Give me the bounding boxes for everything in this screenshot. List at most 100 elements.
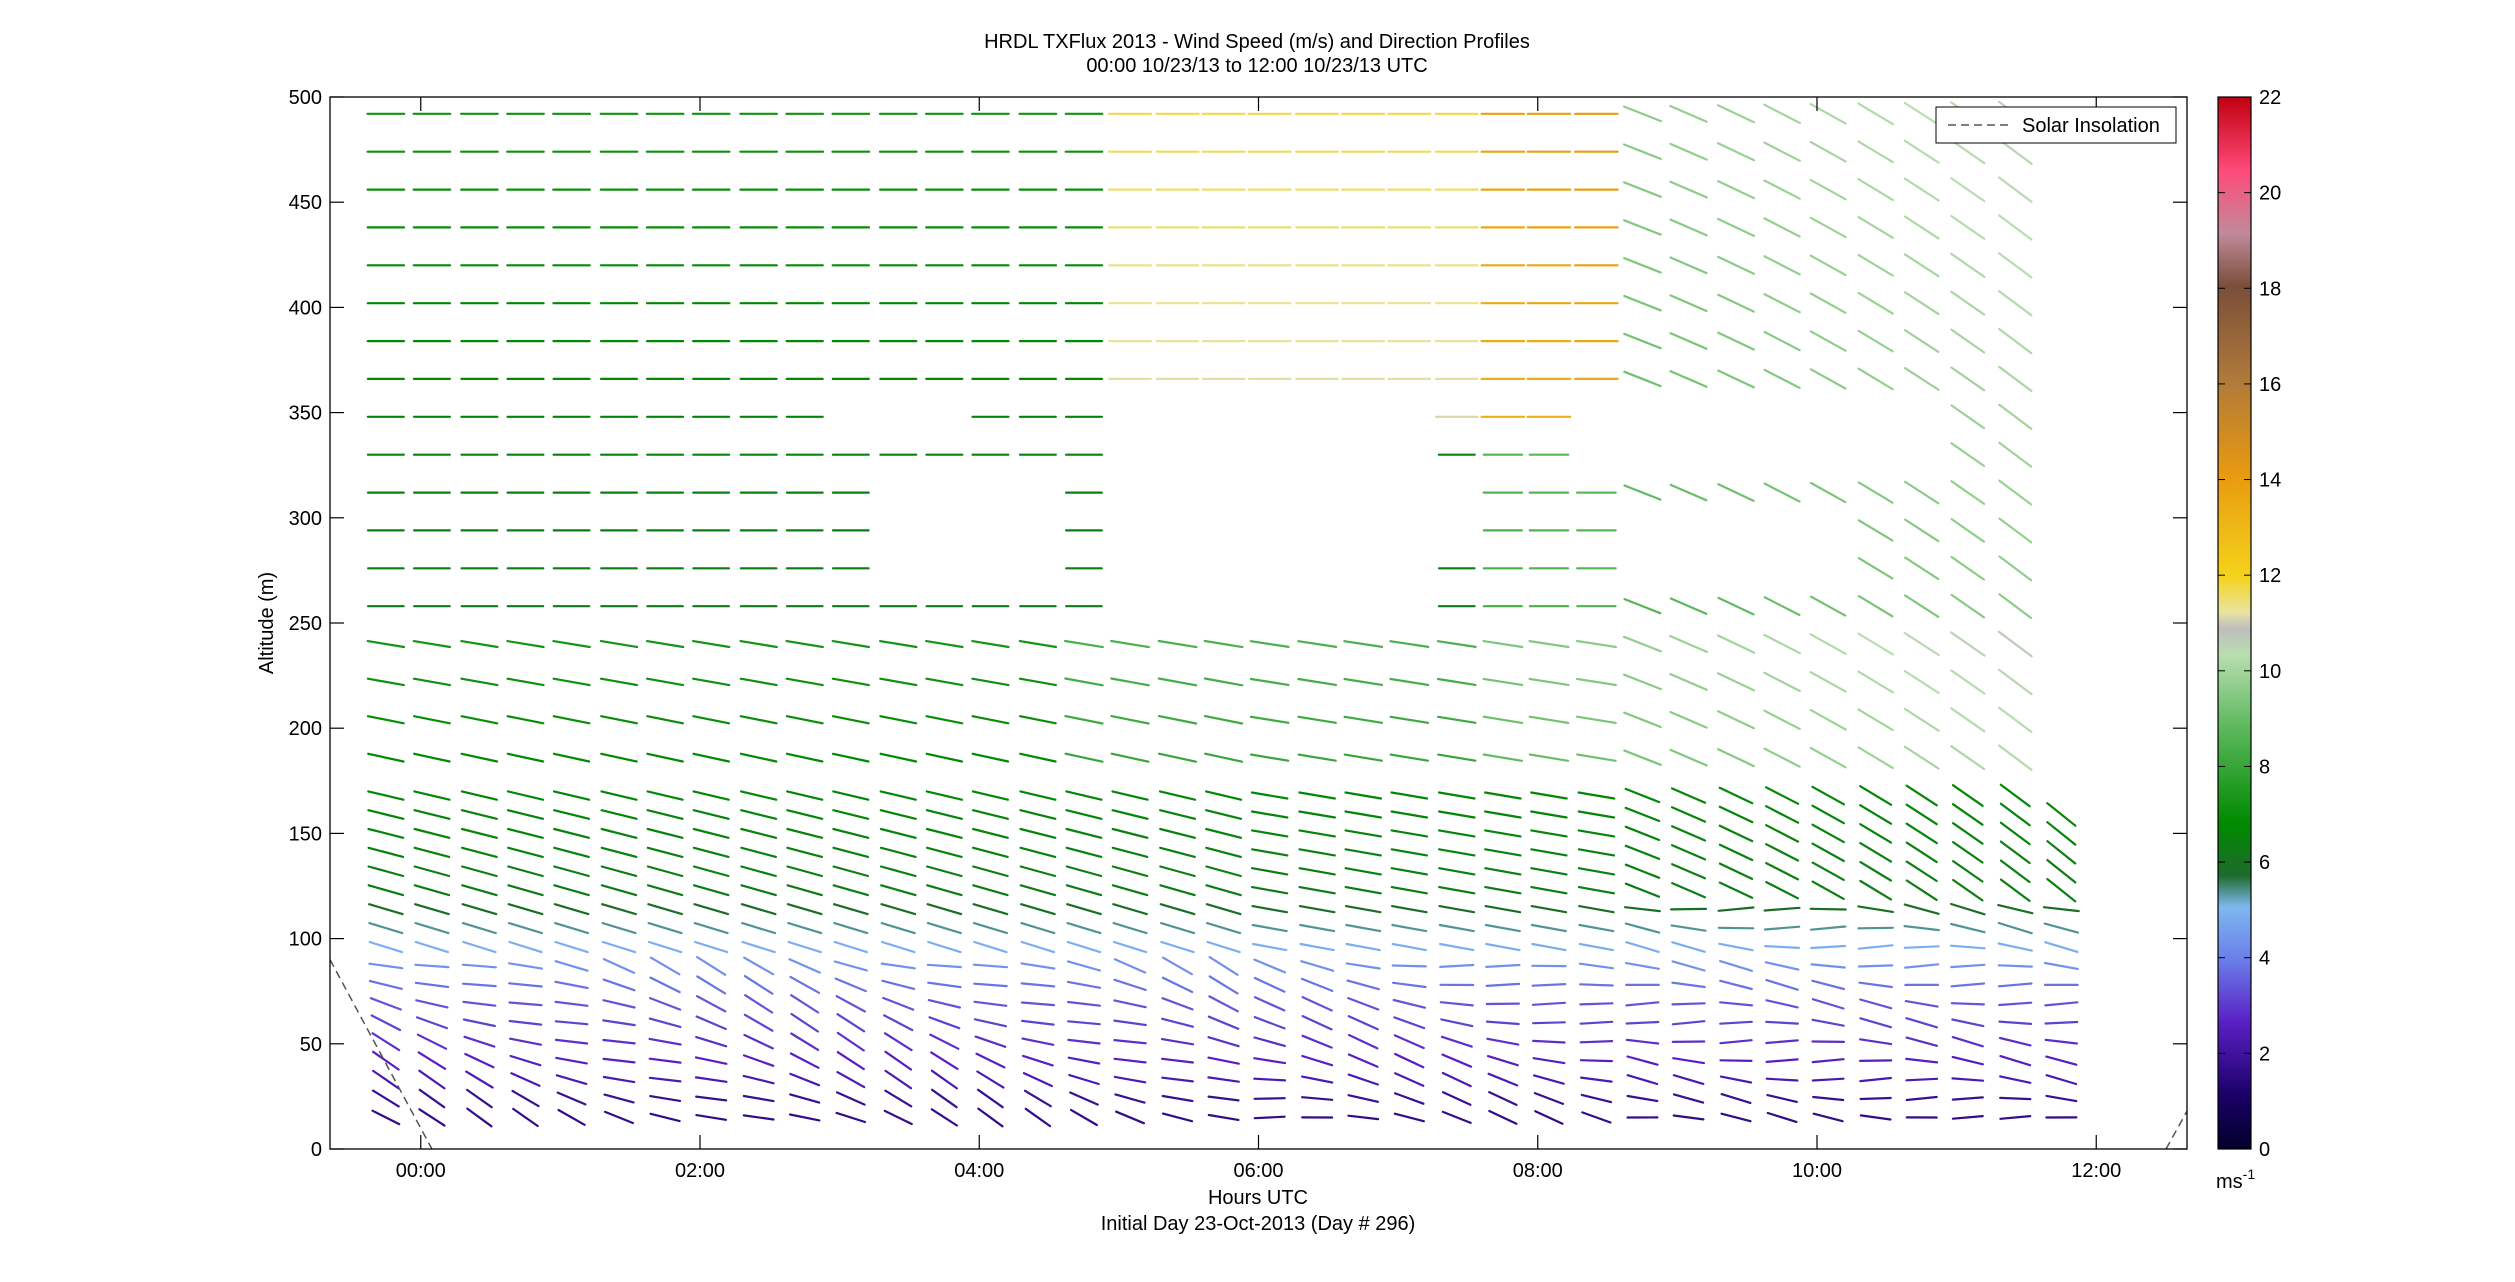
wind-barb — [1020, 940, 1056, 954]
wind-barb — [1905, 1095, 1938, 1102]
wind-barb — [1857, 557, 1894, 580]
wind-barb — [600, 865, 638, 878]
wind-barb — [1441, 1091, 1472, 1106]
wind-barb — [1530, 885, 1568, 895]
wind-barb — [1950, 707, 1986, 733]
wind-barb — [790, 1032, 820, 1052]
wind-barb — [1809, 254, 1847, 277]
x-tick-label: 04:00 — [954, 1160, 1004, 1182]
wind-barb — [1764, 944, 1801, 950]
wind-barb — [2044, 1020, 2079, 1025]
wind-barb — [1530, 829, 1568, 838]
wind-barb — [1903, 139, 1940, 164]
wind-barb — [1903, 903, 1940, 915]
wind-barb — [553, 884, 590, 897]
wind-barb — [971, 715, 1010, 725]
wind-barb — [553, 865, 590, 878]
wind-barbs — [366, 100, 2080, 1128]
wind-barb — [1857, 708, 1894, 732]
wind-barb — [645, 639, 685, 649]
wind-barb — [1669, 256, 1708, 275]
wind-barb — [368, 962, 404, 970]
wind-barb — [552, 639, 591, 649]
wind-barb — [369, 997, 402, 1011]
y-tick-label: 400 — [289, 297, 322, 319]
wind-barb — [1951, 1114, 1984, 1120]
wind-barb — [555, 1056, 588, 1065]
wind-barb — [553, 827, 591, 839]
x-tick-label: 08:00 — [1513, 1160, 1563, 1182]
wind-barb — [1487, 1072, 1519, 1087]
wind-barb — [460, 715, 499, 725]
wind-barb — [785, 752, 824, 763]
wind-barb — [1809, 292, 1847, 314]
wind-barb — [1857, 481, 1894, 504]
wind-barb — [786, 827, 824, 839]
wind-barb — [744, 994, 774, 1014]
wind-barb — [974, 1035, 1007, 1048]
wind-barb — [1390, 791, 1429, 800]
wind-barb — [1440, 1018, 1474, 1028]
wind-barb — [1111, 827, 1149, 839]
wind-barb — [1298, 791, 1337, 800]
wind-barb — [648, 996, 682, 1011]
x-tick-label: 02:00 — [675, 1160, 725, 1182]
wind-barb — [1811, 823, 1845, 844]
wind-barb — [2045, 1074, 2078, 1086]
wind-barb — [507, 921, 544, 935]
wind-barb — [600, 790, 638, 801]
wind-barb — [973, 982, 1008, 988]
wind-barb — [1530, 904, 1568, 914]
wind-barb — [1300, 960, 1335, 972]
solar-insolation-segment — [330, 959, 433, 1149]
wind-barb — [1298, 867, 1336, 876]
wind-barb — [1298, 885, 1336, 895]
wind-barb — [1532, 1057, 1566, 1065]
wind-barb — [509, 1054, 542, 1067]
wind-barb — [1343, 640, 1384, 649]
wind-barb — [1390, 885, 1428, 895]
x-tick-label: 12:00 — [2071, 1160, 2121, 1182]
wind-barb — [1763, 633, 1802, 655]
wind-barb — [553, 846, 590, 859]
wind-barb — [1205, 903, 1242, 916]
wind-barb — [602, 1038, 636, 1045]
wind-barb — [1251, 904, 1289, 914]
wind-barb — [1669, 142, 1708, 161]
wind-barb — [1857, 253, 1894, 277]
wind-barb — [1253, 1077, 1287, 1082]
wind-barb — [555, 1074, 588, 1086]
wind-barb — [1998, 327, 2033, 355]
wind-barb — [1534, 1110, 1564, 1125]
wind-barb — [1809, 671, 1847, 693]
wind-barb — [1394, 1052, 1425, 1069]
wind-barb — [1019, 865, 1057, 878]
wind-barb — [646, 715, 685, 725]
wind-barb — [1670, 924, 1707, 932]
wind-barb — [927, 998, 962, 1009]
wind-barb — [1110, 752, 1150, 763]
wind-barb — [1579, 1076, 1613, 1083]
wind-barb — [1250, 867, 1289, 876]
wind-barb — [1950, 982, 1986, 988]
wind-barb — [460, 752, 499, 763]
wind-barb — [1488, 1090, 1518, 1107]
wind-barb — [647, 903, 684, 916]
wind-barb — [1720, 1092, 1752, 1105]
wind-barb — [646, 827, 684, 839]
wind-barb — [1950, 745, 1986, 771]
wind-barb — [649, 1112, 681, 1123]
wind-barb — [741, 921, 777, 935]
wind-barb — [2042, 906, 2080, 913]
wind-barb — [740, 884, 777, 897]
wind-barb — [1811, 861, 1845, 882]
wind-barb — [1206, 940, 1241, 954]
wind-barb — [1998, 1036, 2032, 1047]
wind-barb — [1810, 963, 1846, 969]
y-axis-label: Altitude (m) — [256, 572, 278, 674]
wind-barb — [462, 982, 497, 988]
wind-barb — [786, 809, 824, 820]
wind-barb — [1903, 945, 1940, 949]
wind-barb — [1298, 848, 1336, 857]
wind-barb — [1066, 903, 1102, 916]
